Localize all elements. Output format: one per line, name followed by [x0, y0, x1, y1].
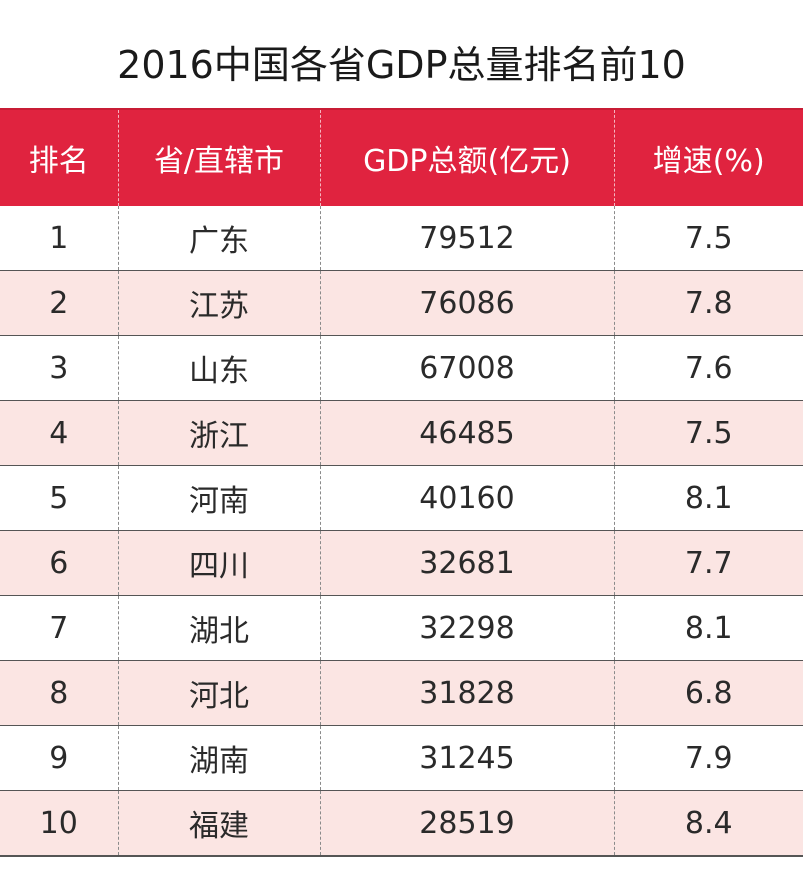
cell-gdp: 46485: [319, 400, 615, 466]
table-row: 3 山东 67008 7.6: [0, 335, 803, 401]
header-growth-rate: 增速(%): [613, 108, 803, 206]
cell-gdp: 31245: [319, 725, 615, 791]
table-row: 5 河南 40160 8.1: [0, 465, 803, 531]
cell-province: 河南: [117, 465, 321, 531]
table-row: 10 福建 28519 8.4: [0, 790, 803, 857]
header-province: 省/直辖市: [117, 108, 321, 206]
cell-rank: 10: [0, 790, 119, 857]
cell-rank: 1: [0, 206, 119, 271]
table-row: 8 河北 31828 6.8: [0, 660, 803, 726]
table-row: 1 广东 79512 7.5: [0, 206, 803, 271]
cell-rank: 9: [0, 725, 119, 791]
cell-growth-rate: 7.7: [613, 530, 803, 596]
cell-province: 四川: [117, 530, 321, 596]
table-row: 6 四川 32681 7.7: [0, 530, 803, 596]
table-row: 9 湖南 31245 7.9: [0, 725, 803, 791]
cell-growth-rate: 7.9: [613, 725, 803, 791]
header-rank: 排名: [0, 108, 119, 206]
cell-growth-rate: 7.5: [613, 206, 803, 271]
cell-rank: 2: [0, 270, 119, 336]
table-row: 7 湖北 32298 8.1: [0, 595, 803, 661]
cell-gdp: 28519: [319, 790, 615, 857]
gdp-ranking-table: 排名 省/直辖市 GDP总额(亿元) 增速(%) 1 广东 79512 7.5 …: [0, 108, 803, 857]
cell-rank: 7: [0, 595, 119, 661]
cell-gdp: 76086: [319, 270, 615, 336]
cell-growth-rate: 8.1: [613, 465, 803, 531]
cell-growth-rate: 8.1: [613, 595, 803, 661]
cell-rank: 8: [0, 660, 119, 726]
cell-gdp: 79512: [319, 206, 615, 271]
cell-gdp: 31828: [319, 660, 615, 726]
cell-growth-rate: 8.4: [613, 790, 803, 857]
header-gdp: GDP总额(亿元): [319, 108, 615, 206]
cell-growth-rate: 7.6: [613, 335, 803, 401]
cell-province: 山东: [117, 335, 321, 401]
cell-province: 广东: [117, 206, 321, 271]
cell-province: 浙江: [117, 400, 321, 466]
cell-province: 福建: [117, 790, 321, 857]
table-row: 4 浙江 46485 7.5: [0, 400, 803, 466]
cell-province: 江苏: [117, 270, 321, 336]
cell-province: 河北: [117, 660, 321, 726]
cell-gdp: 67008: [319, 335, 615, 401]
table-header-row: 排名 省/直辖市 GDP总额(亿元) 增速(%): [0, 108, 803, 206]
cell-growth-rate: 6.8: [613, 660, 803, 726]
cell-rank: 5: [0, 465, 119, 531]
cell-rank: 3: [0, 335, 119, 401]
cell-province: 湖北: [117, 595, 321, 661]
table-row: 2 江苏 76086 7.8: [0, 270, 803, 336]
cell-growth-rate: 7.5: [613, 400, 803, 466]
cell-gdp: 40160: [319, 465, 615, 531]
cell-gdp: 32681: [319, 530, 615, 596]
cell-rank: 6: [0, 530, 119, 596]
chart-title: 2016中国各省GDP总量排名前10: [117, 43, 686, 87]
cell-province: 湖南: [117, 725, 321, 791]
cell-rank: 4: [0, 400, 119, 466]
cell-gdp: 32298: [319, 595, 615, 661]
cell-growth-rate: 7.8: [613, 270, 803, 336]
